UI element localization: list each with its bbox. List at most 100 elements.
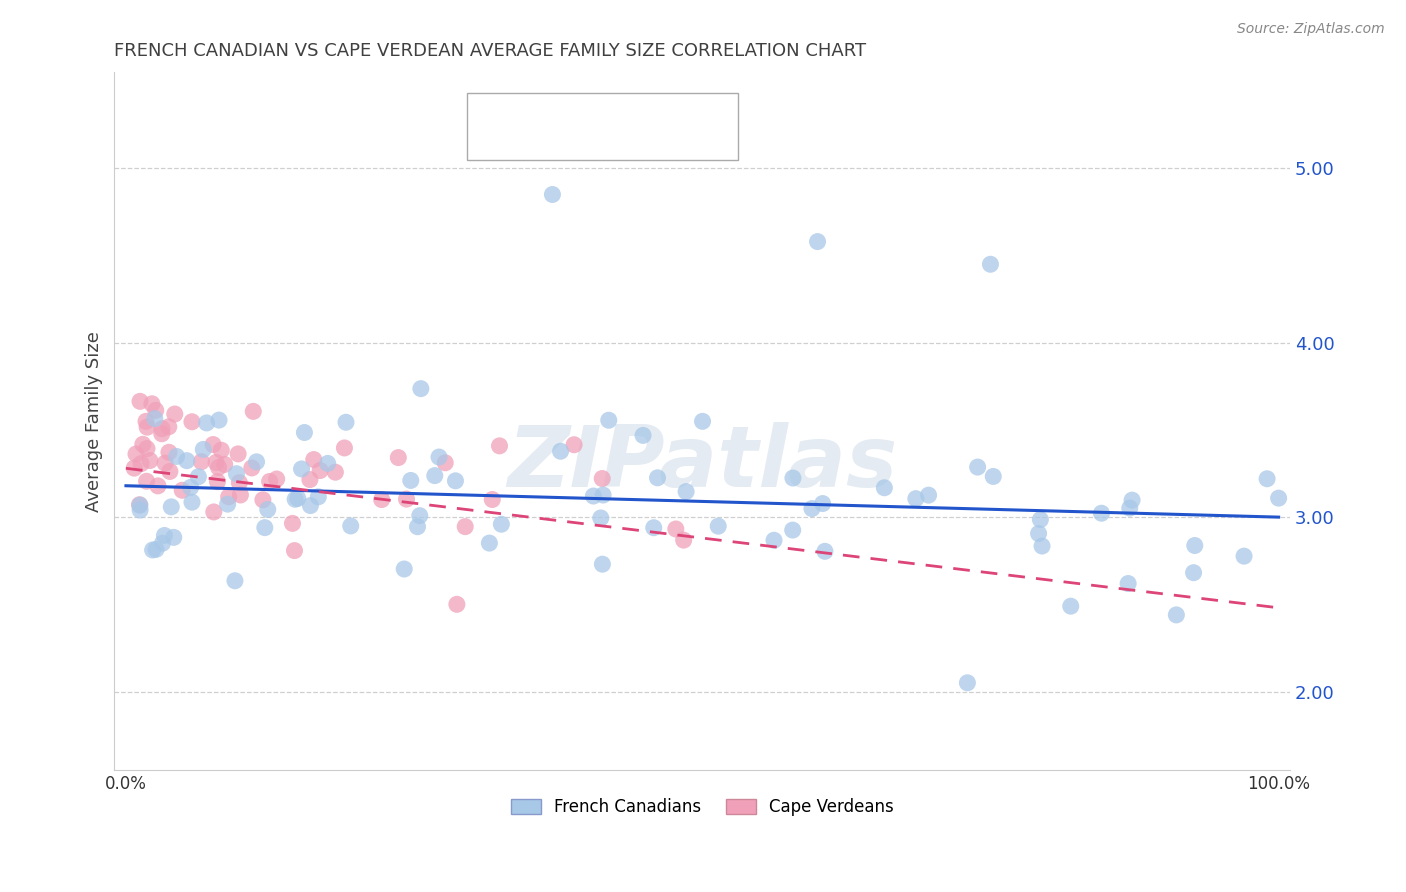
Point [316,457,339,471]
Point [214,458,236,472]
Point [135,414,157,428]
Point [806,235,828,249]
Point [370,492,392,507]
Point [129,457,152,471]
Point [1256,472,1278,486]
Point [782,523,804,537]
Point [873,481,896,495]
Point [176,453,198,467]
Point [904,491,927,506]
Point [207,460,229,475]
Point [591,471,613,485]
Text: ZIPatlas: ZIPatlas [508,422,897,505]
Point [287,491,309,506]
Point [181,495,204,509]
Point [478,536,501,550]
Legend: French Canadians, Cape Verdeans: French Canadians, Cape Verdeans [502,789,903,824]
Point [1267,491,1289,505]
Point [665,522,688,536]
Point [150,422,173,436]
Point [392,562,415,576]
Point [409,382,432,396]
Point [406,519,429,533]
Point [157,445,180,459]
Point [1184,539,1206,553]
Point [647,471,669,485]
Point [339,519,361,533]
Point [208,413,231,427]
Point [283,543,305,558]
Point [163,530,186,544]
Point [122,461,145,475]
Point [423,468,446,483]
Point [1121,493,1143,508]
Point [598,413,620,427]
Point [129,503,152,517]
Point [166,450,188,464]
Point [217,497,239,511]
Point [266,472,288,486]
Point [1166,607,1188,622]
Point [307,490,329,504]
Point [136,420,159,434]
Point [591,557,613,571]
Point [299,499,322,513]
Point [582,489,605,503]
Point [253,521,276,535]
Point [224,574,246,588]
Point [240,461,263,475]
Point [152,536,174,550]
Point [979,257,1001,271]
Point [643,521,665,535]
Point [181,415,204,429]
Point [1182,566,1205,580]
Point [302,452,325,467]
Point [782,471,804,485]
Point [1060,599,1083,614]
Point [129,498,152,512]
Point [163,407,186,421]
Point [481,492,503,507]
Point [298,473,321,487]
Point [917,488,939,502]
Point [395,492,418,507]
Point [814,544,837,558]
Point [132,437,155,451]
Point [187,469,209,483]
Point [562,438,585,452]
Point [218,490,240,504]
Point [399,474,422,488]
Point [387,450,409,465]
Point [1119,501,1142,516]
Point [135,475,157,489]
Point [207,475,229,489]
Point [142,543,165,558]
Point [225,467,247,481]
Point [290,462,312,476]
Point [1233,549,1256,563]
Text: FRENCH CANADIAN VS CAPE VERDEAN AVERAGE FAMILY SIZE CORRELATION CHART: FRENCH CANADIAN VS CAPE VERDEAN AVERAGE … [114,42,866,60]
Point [145,542,167,557]
Point [242,404,264,418]
Point [1029,512,1052,526]
Point [141,397,163,411]
Point [1090,506,1112,520]
Point [193,442,215,457]
Point [153,528,176,542]
Point [150,426,173,441]
Point [801,501,824,516]
Point [136,442,159,456]
Point [190,455,212,469]
Point [446,597,468,611]
Point [228,475,250,490]
Point [427,450,450,464]
Text: Source: ZipAtlas.com: Source: ZipAtlas.com [1237,22,1385,37]
Point [714,127,737,141]
Point [159,465,181,479]
Y-axis label: Average Family Size: Average Family Size [86,331,103,512]
Point [444,474,467,488]
Point [146,479,169,493]
Point [256,502,278,516]
Point [180,480,202,494]
Point [325,465,347,479]
